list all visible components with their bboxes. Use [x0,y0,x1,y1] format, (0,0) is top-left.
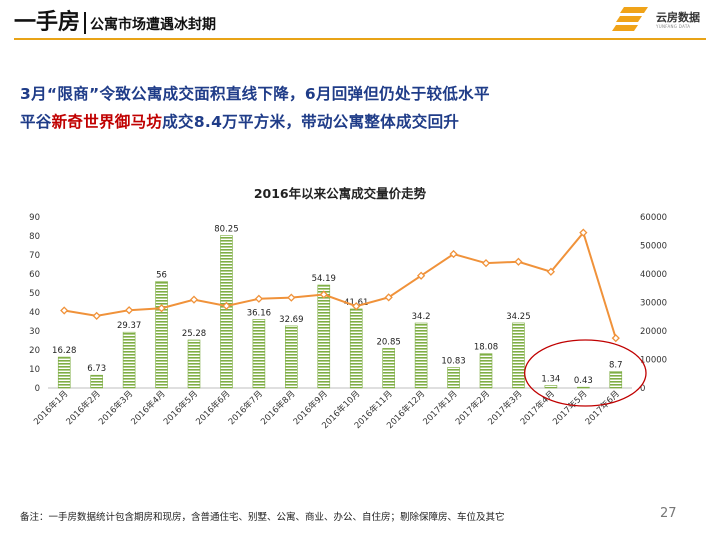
y-left-tick-label: 80 [29,232,40,242]
headline-line-2: 平谷新奇世界御马坊成交8.4万平方米，带动公寓整体成交回升 [20,110,459,132]
bar [122,331,136,389]
bar-data-label: 8.7 [609,360,623,370]
page-subtitle: 公寓市场遭遇冰封期 [90,17,217,33]
bar [349,308,363,389]
price-point [157,304,166,313]
y-right-tick-label: 10000 [640,356,667,366]
y-right-tick-label: 40000 [640,270,667,280]
bar-data-label: 54.19 [312,274,336,284]
bar [414,322,428,389]
bar-data-label: 36.16 [247,308,271,318]
page-title: 一手房 [14,10,81,35]
bar-data-label: 25.28 [182,329,206,339]
footnote: 备注：一手房数据统计包含期房和现房，含普通住宅、别墅、公寓、商业、办公、自住房；… [20,512,505,523]
price-point [514,257,523,266]
bar-data-label: 56 [156,271,167,281]
bar [577,386,590,389]
bar-data-label: 20.85 [376,337,400,347]
headline-line-2-pre: 平谷 [20,113,52,131]
bar-data-label: 34.2 [412,312,431,322]
headline-line-1: 3月“限商”令致公寓成交面积直线下降，6月回弹但仍处于较低水平 [20,85,490,103]
price-line [64,230,617,339]
bar-data-labels: 16.28 6.73 29.37 56 25.28 80.25 36.16 32.69 54.1… [52,225,622,387]
price-point [60,306,69,315]
bar [382,348,395,389]
bar [447,367,460,389]
bar-data-label: 16.28 [52,346,76,356]
title-separator [84,12,87,34]
bar [512,322,525,389]
x-tick-label: 2017年6月 [583,388,622,427]
y-left-tick-label: 20 [29,346,40,356]
price-point [319,290,328,299]
price-point [189,295,199,304]
price-point [546,267,556,276]
page-number: 27 [660,506,677,521]
y-right-tick-label: 60000 [640,213,667,223]
logo-mark-icon [612,7,648,31]
headline-line-2-post: 成交8.4万平方米，带动公寓整体成交回升 [162,113,460,131]
price-point [579,228,588,237]
bar [544,385,558,389]
y-left-tick-label: 10 [29,365,40,375]
brand-logo: 云房数据 YUNFANG DATA [612,3,712,35]
price-point [92,311,101,321]
y-left-tick-label: 90 [29,213,40,223]
highlight-annotation [524,339,647,407]
y-right-tick-label: 0 [640,384,645,394]
price-point [384,293,393,302]
price-line-series [60,228,620,343]
highlight-ellipse [524,339,647,407]
chart-axes: 0 10 20 30 40 50 60 70 80 90 0 10000 20000 30000 40000… [29,213,667,394]
headline-line-2-highlight: 新奇世界御马坊 [51,113,163,131]
logo-en: YUNFANG DATA [656,24,691,29]
bar-series [57,235,623,389]
bar-data-label: 10.83 [441,356,465,366]
bar-data-label: 34.25 [506,312,530,322]
y-right-tick-label: 20000 [640,327,667,337]
bar [220,235,233,389]
price-point [481,259,491,268]
bar [479,353,493,389]
bar [90,374,103,389]
bar [187,339,201,389]
bar [285,325,298,389]
y-right-tick-label: 50000 [640,242,667,252]
x-axis-labels: 2016年1月2016年2月2016年3月2016年4月2016年5月2016年… [31,388,621,431]
y-left-tick-label: 50 [29,289,40,299]
price-point [287,293,296,302]
y-left-tick-label: 40 [29,308,40,318]
bar [317,284,331,389]
price-point [449,249,458,259]
y-right-tick-label: 30000 [640,299,667,309]
y-left-tick-label: 0 [35,384,40,394]
bar-data-label: 1.34 [541,374,560,384]
logo-name: 云房数据 [656,11,700,24]
bar-data-label: 18.08 [474,343,498,353]
bar [57,356,71,389]
price-point [124,306,134,315]
bar-data-label: 6.73 [87,364,106,374]
bar [252,318,266,389]
y-left-tick-label: 70 [29,251,40,261]
price-point [416,271,426,280]
price-point [254,294,264,303]
bar-data-label: 0.43 [574,376,593,386]
page-header: 一手房 公寓市场遭遇冰封期 [14,8,216,36]
price-point [611,334,620,343]
bar-data-label: 80.25 [214,225,238,235]
bar [155,281,168,389]
y-left-tick-label: 30 [29,327,40,337]
bar-data-label: 29.37 [117,321,141,331]
y-left-tick-label: 60 [29,270,40,280]
price-point [352,302,361,311]
price-point [222,301,231,311]
bar-data-label: 32.69 [279,315,303,325]
bar [609,371,623,389]
header-rule [14,38,706,40]
chart-title: 2016年以来公寓成交量价走势 [254,186,427,201]
